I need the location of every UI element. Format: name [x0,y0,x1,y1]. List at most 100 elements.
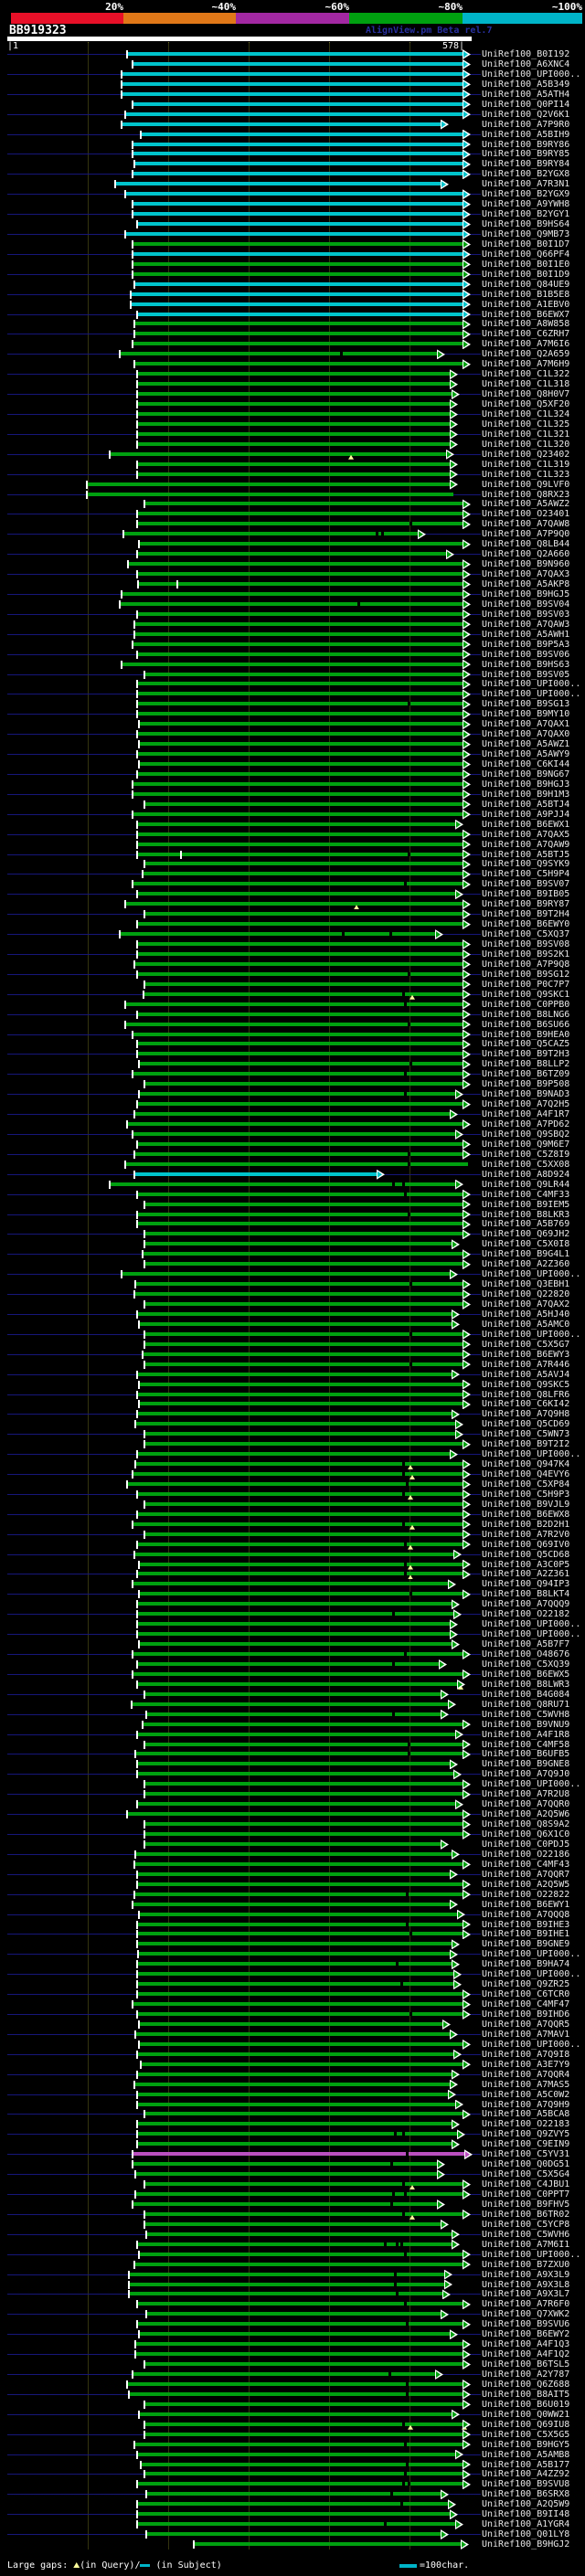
hit-bar [144,2182,463,2187]
hit-label: UniRef100_Q7XWK2 [482,2309,570,2320]
hit-label: UniRef100_O22183 [482,2119,570,2130]
hit-bar [134,1892,463,1896]
hit-start-tick [136,1870,138,1879]
hit-arrowhead-fill [452,1961,457,1968]
query-gap-triangle-icon [408,1544,413,1550]
hit-start-tick [136,940,138,949]
hit-start-tick [136,2500,138,2509]
alignment-row: UniRef100_B9RY85 [0,149,585,160]
hit-bar [137,1572,463,1576]
hit-bar [133,882,463,886]
hit-label: UniRef100_A7QQR7 [482,1869,570,1880]
hit-arrowhead-fill [463,701,468,708]
hit-arrowhead-fill [463,1301,468,1308]
alignment-row: UniRef100_A7Q9J0 [0,1769,585,1780]
hit-arrowhead-fill [463,851,468,858]
alignment-row: UniRef100_Q6Z688 [0,2379,585,2390]
hit-arrowhead-fill [452,2141,457,2148]
hit-label: UniRef100_C1L321 [482,429,570,440]
hit-start-tick [132,1030,133,1039]
hit-bar [137,402,450,407]
hit-start-tick [136,970,138,979]
scale-segment [463,13,582,24]
hit-start-tick [124,1000,126,1009]
hit-label: UniRef100_A2Y787 [482,2369,570,2380]
hit-label: UniRef100_A7Q2H5 [482,1099,570,1110]
hit-start-tick [136,2320,138,2329]
alignment-row: UniRef100_A5AKP8 [0,579,585,590]
hit-bar [144,672,463,676]
hit-bar [122,1272,450,1277]
hit-arrowhead-fill [463,1261,468,1268]
gridline [168,43,169,2549]
hit-start-tick [136,510,138,519]
hit-start-tick [136,690,138,699]
query-id: BB919323 [9,24,67,37]
alignment-row: UniRef100_A7Q2H5 [0,1099,585,1110]
hit-start-tick [140,130,142,139]
hit-arrowhead-fill [463,321,468,328]
hit-label: UniRef100_B9HA74 [482,1959,570,1970]
subject-gap-mark [394,2282,397,2286]
hit-label: UniRef100_B9MY10 [482,709,570,720]
hit-start-tick [124,229,126,239]
ruler-end-label: 578| [442,41,465,51]
alignment-row: UniRef100_B9HGJ3 [0,779,585,790]
hit-arrowhead-fill [456,1130,461,1138]
alignment-row: UniRef100_A7Q9H8 [0,1409,585,1420]
hit-start-tick [124,110,126,119]
alignment-row: UniRef100_Q947K4 [0,1459,585,1470]
hit-label: UniRef100_B6EWY0 [482,919,570,930]
hit-arrowhead-fill [458,2131,463,2138]
hit-start-tick [136,419,138,429]
hit-label: UniRef100_Q9SKC5 [482,1379,570,1390]
alignment-row: UniRef100_B9HEA0 [0,1029,585,1040]
hit-bar [135,2352,463,2357]
subject-gap-mark [408,1752,410,1756]
hit-arrowhead-fill [454,1981,459,1988]
hit-start-tick [136,1040,138,1049]
hit-label: UniRef100_Q8RX23 [482,489,570,500]
hit-start-tick [132,2000,133,2009]
hit-label: UniRef100_Q9ZVY5 [482,2129,570,2140]
alignment-row: UniRef100_B9SV04 [0,599,585,610]
scale-tick-label: ~80% [438,1,463,13]
alignment-row: UniRef100_UPI000.. [0,1629,585,1640]
alignment-row: UniRef100_B6EWY2 [0,2329,585,2340]
alignment-row: UniRef100_A8D924 [0,1169,585,1180]
hit-bar [127,2381,463,2386]
hit-start-tick [132,790,133,799]
hit-label: UniRef100_Q5CD68 [482,1549,570,1560]
hit-label: UniRef100_B9SV06 [482,649,570,660]
hit-arrowhead-fill [452,2411,457,2418]
alignment-row: UniRef100_A4F1Q2 [0,2349,585,2360]
hit-label: UniRef100_C6TCR0 [482,1989,570,2000]
hit-start-tick [134,2030,136,2039]
legend: Large gaps: (in Query)/ (in Subject) =10… [0,2558,585,2576]
hit-label: UniRef100_Q8LB44 [482,539,570,550]
alignment-row: UniRef100_A5BTJ5 [0,849,585,860]
hit-arrowhead-fill [456,1091,461,1098]
hit-arrowhead-fill [463,2341,468,2348]
hit-start-tick [136,2100,138,2109]
hit-start-tick [144,1300,145,1309]
alignment-row: UniRef100_B9RY84 [0,159,585,170]
alignment-row: UniRef100_C5X5G5 [0,2429,585,2440]
hit-arrowhead-fill [463,2441,468,2448]
hit-tick [180,850,182,859]
hit-start-tick [132,140,133,149]
hit-bar [139,1402,463,1406]
hit-arrowhead-fill [463,2061,468,2068]
hit-label: UniRef100_B9HGY5 [482,2439,570,2450]
hit-start-tick [144,1820,145,1829]
hit-start-tick [132,2370,133,2379]
hit-bar [134,1151,463,1156]
hit-start-tick [133,280,135,289]
hit-label: UniRef100_Q9MB73 [482,228,570,239]
hit-arrowhead-fill [463,1670,468,1678]
alignment-row: UniRef100_B9SV07 [0,879,585,890]
hit-start-tick [132,1070,133,1079]
hit-bar [110,451,446,456]
hit-arrowhead-fill [463,981,468,988]
subject-gap-mark [402,2182,405,2187]
